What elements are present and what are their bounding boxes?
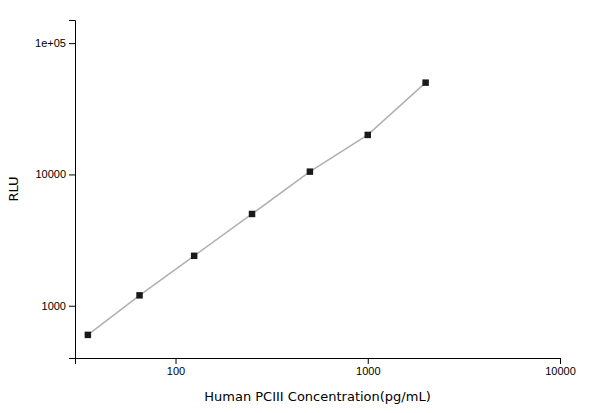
tick-label: 100 (167, 365, 185, 377)
plot-area: 100 1000 10000 1000 10000 1e+05 (35, 21, 576, 377)
tick-mark (69, 174, 75, 175)
x-axis: 100 1000 10000 (76, 358, 576, 377)
tick: 10000 (545, 358, 576, 377)
marks (85, 79, 429, 338)
point (136, 292, 142, 298)
chart: 100 1000 10000 1000 10000 1e+05 Human PCIII Co… (0, 0, 590, 413)
tick-label: 1e+05 (35, 37, 66, 49)
point (307, 168, 313, 174)
tick-mark (69, 43, 75, 44)
y-axis: 1000 10000 1e+05 (35, 21, 75, 359)
tick-mark (560, 358, 561, 364)
tick: 10000 (35, 168, 75, 180)
tick-label: 1000 (42, 300, 66, 312)
tick-label: 10000 (35, 168, 66, 180)
point (249, 211, 255, 217)
point (365, 132, 371, 138)
axis-line (69, 21, 76, 359)
tick: 1000 (42, 300, 75, 312)
tick-mark (69, 306, 75, 307)
tick-label: 10000 (545, 365, 576, 377)
tick: 100 (167, 358, 185, 377)
point (422, 79, 428, 85)
tick: 1e+05 (35, 37, 75, 49)
line (88, 83, 426, 335)
x-axis-title: Human PCIII Concentration(pg/mL) (204, 389, 430, 404)
tick: 1000 (356, 358, 380, 377)
tick-mark (176, 358, 177, 364)
point (85, 332, 91, 338)
y-axis-title: RLU (6, 176, 21, 201)
tick-mark (368, 358, 369, 364)
tick-label: 1000 (356, 365, 380, 377)
point (191, 253, 197, 259)
axis-line (76, 359, 561, 365)
